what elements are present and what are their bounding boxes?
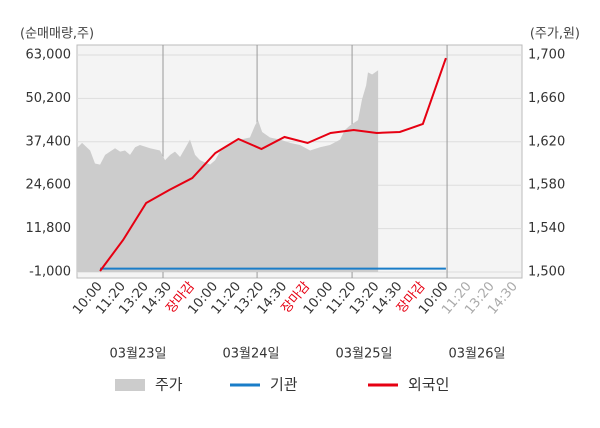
legend-label: 주가	[155, 376, 183, 394]
y-tick-label: 24,600	[26, 178, 72, 193]
y-tick-label: -1,000	[29, 265, 71, 280]
price-area	[77, 70, 379, 272]
y2-tick-label: 1,620	[528, 134, 565, 149]
y2-tick-label: 1,580	[528, 178, 565, 193]
day-label: 03월23일	[109, 347, 166, 362]
y-tick-label: 11,800	[26, 221, 72, 236]
y2-tick-label: 1,660	[528, 91, 565, 106]
legend-swatch	[115, 379, 145, 391]
series-line	[99, 57, 447, 272]
day-label: 03월26일	[448, 347, 505, 362]
y2-tick-label: 1,500	[528, 265, 565, 280]
y2-axis-title: (주가,원)	[530, 27, 580, 42]
day-label: 03월25일	[335, 347, 392, 362]
y2-tick-label: 1,700	[528, 48, 565, 63]
legend-label: 기관	[270, 376, 298, 394]
y-tick-label: 50,200	[26, 91, 72, 106]
y-axis-title: (순매매량,주)	[20, 27, 94, 42]
day-label: 03월24일	[222, 347, 279, 362]
y2-tick-label: 1,540	[528, 221, 565, 236]
legend-label: 외국인	[408, 376, 449, 394]
y-tick-label: 37,400	[26, 134, 72, 149]
y-tick-label: 63,000	[26, 48, 72, 63]
